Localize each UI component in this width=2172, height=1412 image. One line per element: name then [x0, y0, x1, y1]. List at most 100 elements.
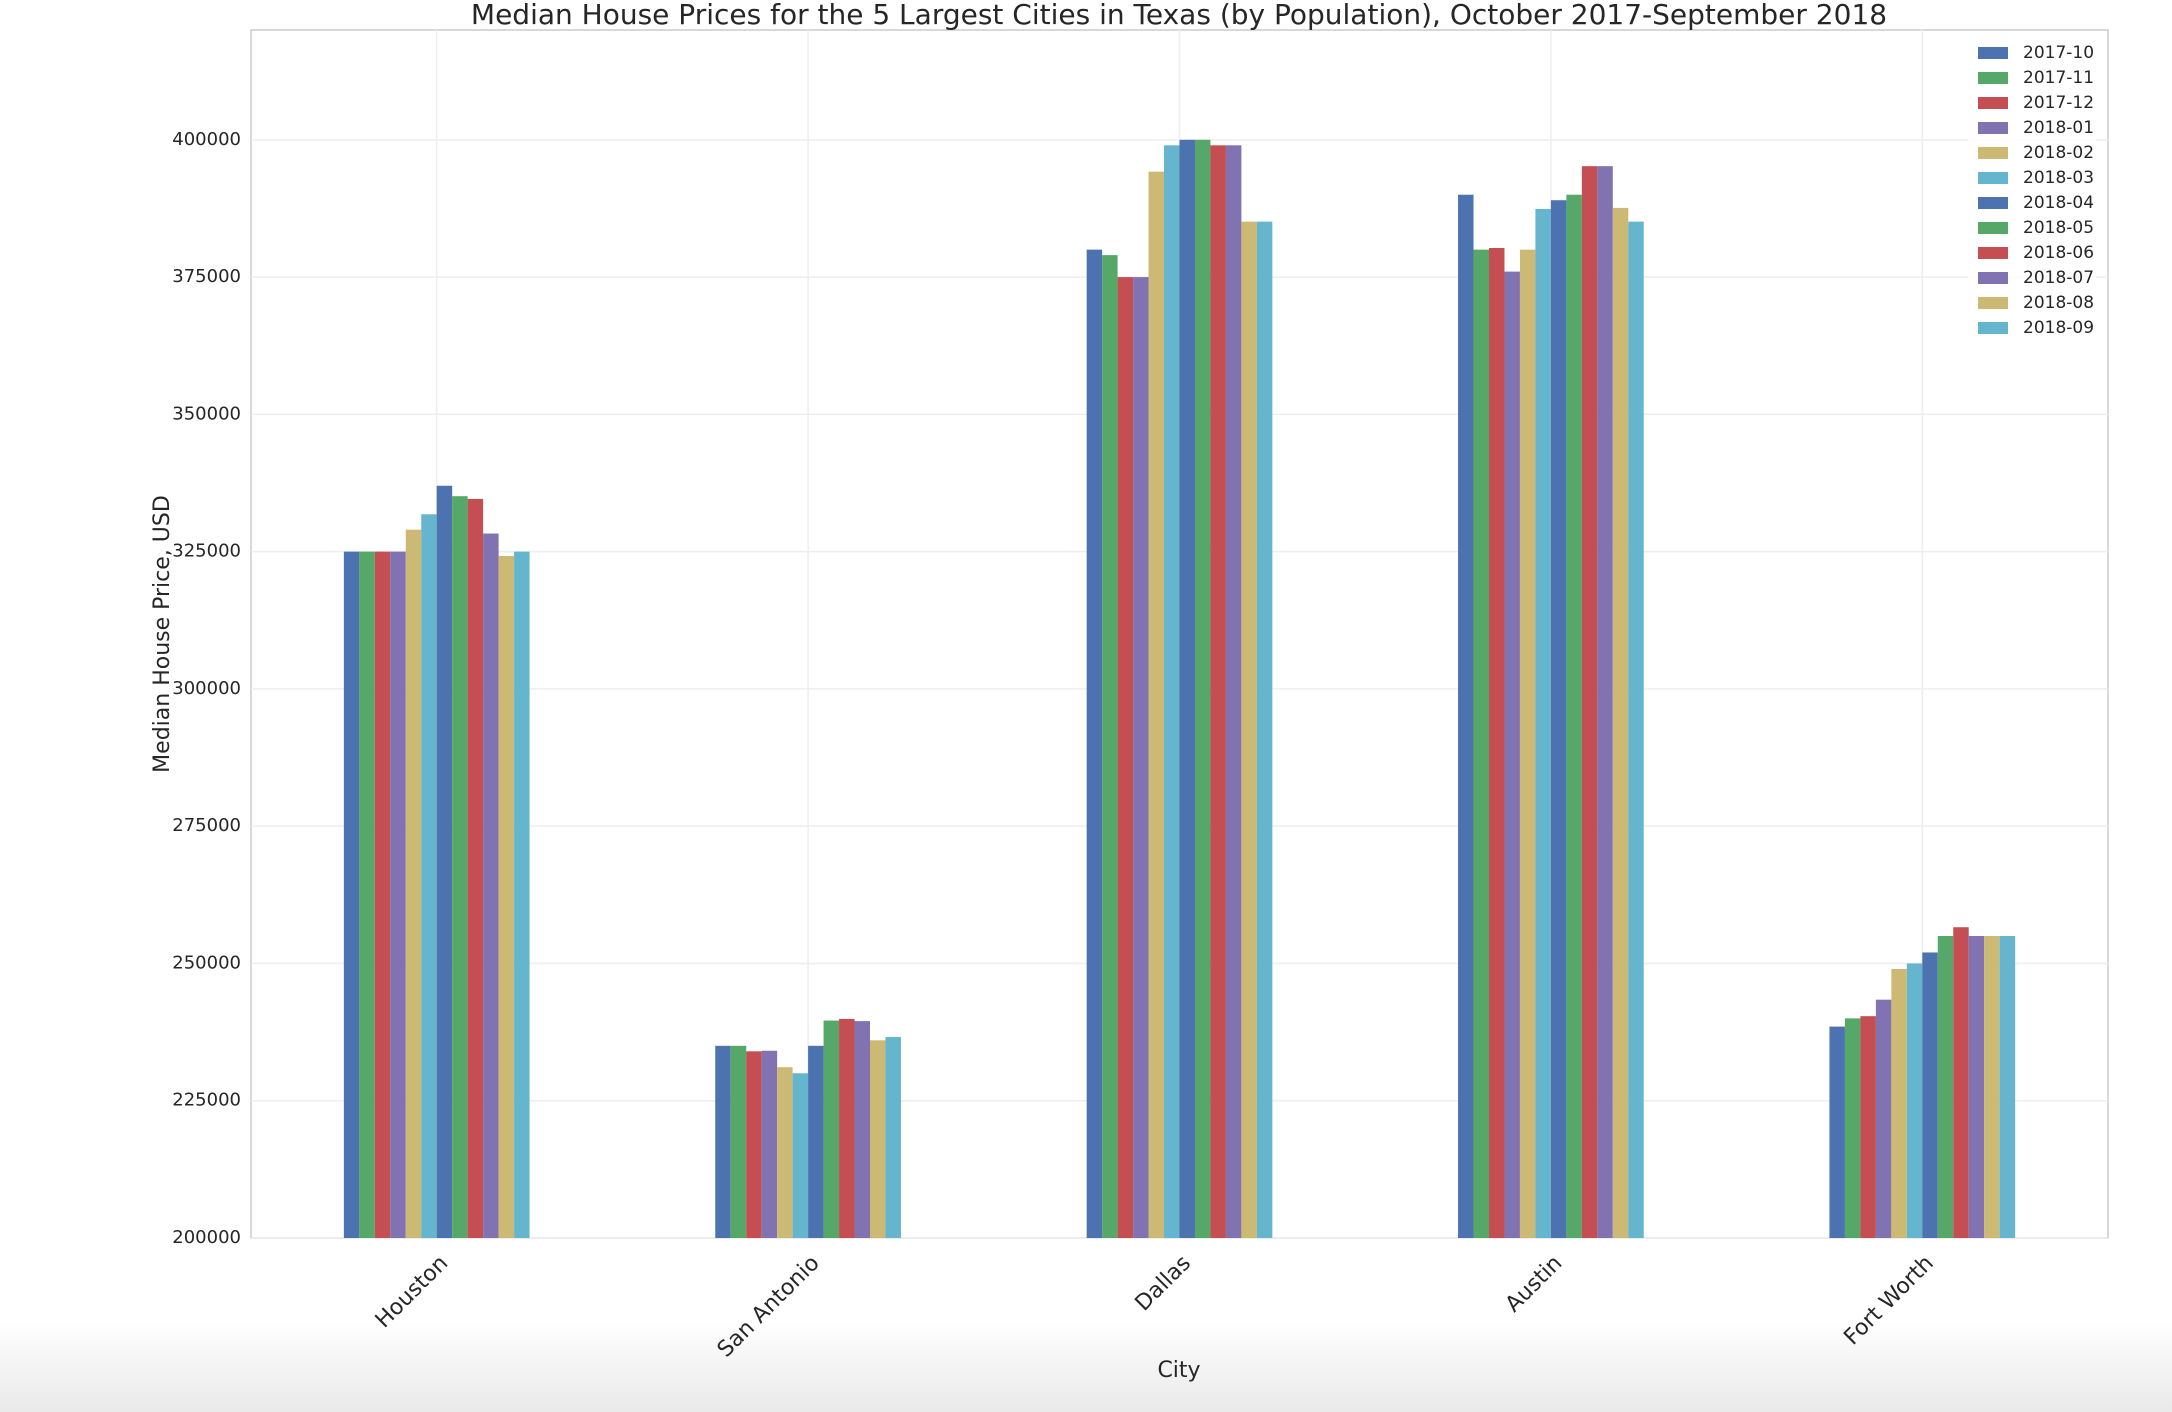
bar	[1117, 277, 1134, 1238]
bar	[467, 498, 484, 1238]
bar	[715, 1045, 731, 1238]
bar	[854, 1021, 870, 1238]
bar	[1628, 221, 1644, 1239]
bar	[1086, 249, 1103, 1239]
legend-label: 2018-01	[2023, 118, 2094, 138]
bottom-shade	[0, 1320, 2172, 1412]
legend-swatch	[1978, 272, 2008, 284]
bar	[1458, 194, 1474, 1238]
legend-swatch	[1978, 247, 2008, 259]
bar	[498, 556, 515, 1238]
y-tick-label: 250000	[172, 952, 241, 973]
x-axis-label: City	[1157, 1358, 1200, 1383]
bar	[885, 1037, 901, 1238]
legend-label: 2017-12	[2023, 93, 2094, 113]
legend-label: 2018-04	[2023, 193, 2094, 213]
bar	[1241, 221, 1257, 1239]
bar	[359, 551, 375, 1238]
bar	[808, 1045, 824, 1238]
bar	[436, 485, 453, 1238]
bar	[390, 551, 406, 1238]
bar	[777, 1067, 793, 1238]
y-tick-label: 225000	[172, 1090, 241, 1111]
legend-swatch	[1978, 97, 2008, 109]
legend-label: 2018-08	[2023, 293, 2094, 313]
bar	[870, 1040, 886, 1238]
bar	[823, 1020, 840, 1238]
y-tick-label: 400000	[172, 129, 241, 150]
legend-swatch	[1978, 197, 2008, 209]
bar	[374, 551, 391, 1238]
chart-title: Median House Prices for the 5 Largest Ci…	[471, 0, 1887, 31]
legend-swatch	[1978, 322, 2008, 334]
bar	[1581, 166, 1598, 1238]
bar	[514, 551, 530, 1238]
y-tick-label: 200000	[172, 1227, 241, 1248]
bar	[1968, 936, 1985, 1238]
bar	[452, 496, 468, 1238]
bar	[1860, 1016, 1876, 1238]
bar	[746, 1051, 762, 1238]
legend-swatch	[1978, 297, 2008, 309]
bar	[1519, 249, 1536, 1239]
legend-swatch	[1978, 222, 2008, 234]
y-tick-label: 300000	[172, 678, 241, 699]
bar	[1179, 139, 1195, 1239]
bar	[1922, 952, 1938, 1238]
x-tick-label: Dallas	[1131, 1251, 1196, 1316]
bar	[1489, 247, 1505, 1239]
bar	[1550, 200, 1567, 1239]
legend-label: 2017-11	[2023, 68, 2094, 88]
legend-swatch	[1978, 172, 2008, 184]
bar	[1566, 194, 1582, 1238]
bar	[1597, 166, 1613, 1238]
bar	[483, 533, 499, 1238]
y-tick-label: 350000	[172, 403, 241, 424]
bar	[1875, 999, 1892, 1238]
bar	[1504, 271, 1520, 1239]
bar	[1164, 145, 1180, 1239]
bar	[1984, 936, 2000, 1238]
bar	[1937, 936, 1954, 1238]
bar	[1906, 963, 1923, 1238]
bar	[1891, 968, 1907, 1238]
bar	[792, 1073, 809, 1238]
bar	[1194, 139, 1211, 1239]
bar	[1473, 249, 1489, 1239]
bar	[1225, 145, 1242, 1239]
legend-label: 2018-02	[2023, 143, 2094, 163]
legend-swatch	[1978, 147, 2008, 159]
bar	[1256, 221, 1273, 1239]
y-axis-label: Median House Price, USD	[150, 495, 175, 773]
bar	[1535, 209, 1551, 1238]
bar	[1612, 207, 1629, 1238]
bar	[1844, 1018, 1861, 1238]
bar	[1829, 1026, 1845, 1238]
bar	[1210, 145, 1226, 1239]
bar	[761, 1050, 778, 1238]
legend-label: 2018-06	[2023, 243, 2094, 263]
legend-swatch	[1978, 122, 2008, 134]
y-tick-label: 375000	[172, 266, 241, 287]
y-tick-label: 275000	[172, 815, 241, 836]
bar	[1133, 277, 1149, 1238]
bar	[839, 1018, 855, 1238]
bar	[1102, 255, 1118, 1239]
legend-swatch	[1978, 72, 2008, 84]
bar	[1953, 927, 1969, 1238]
bar	[343, 551, 360, 1238]
x-tick-label: Austin	[1501, 1251, 1568, 1318]
legend-label: 2018-09	[2023, 318, 2094, 338]
bar	[421, 514, 437, 1238]
bar	[730, 1045, 747, 1238]
legend-label: 2018-07	[2023, 268, 2094, 288]
y-tick-label: 325000	[172, 541, 241, 562]
bar	[1999, 936, 2016, 1238]
bar	[405, 529, 422, 1238]
legend-label: 2018-05	[2023, 218, 2094, 238]
legend-swatch	[1978, 47, 2008, 59]
legend-label: 2017-10	[2023, 43, 2094, 63]
legend-label: 2018-03	[2023, 168, 2094, 188]
bar	[1148, 171, 1165, 1239]
